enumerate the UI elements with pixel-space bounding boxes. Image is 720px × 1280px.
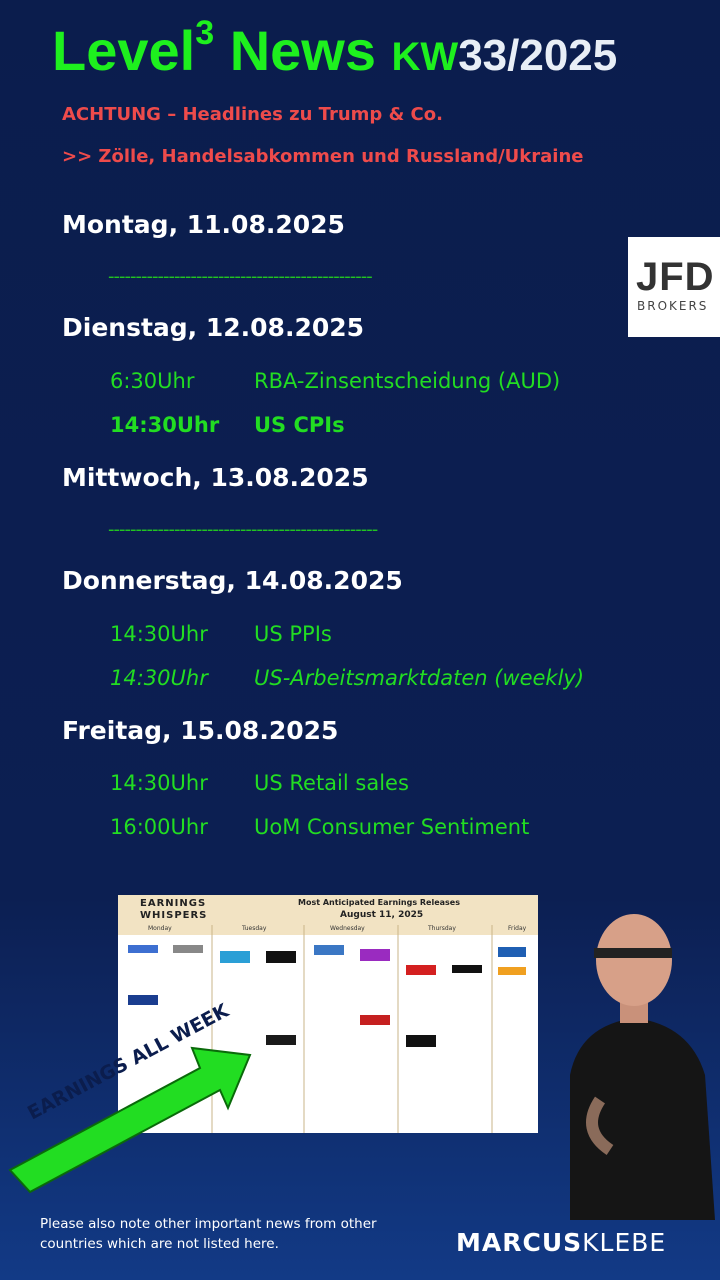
column-headers <box>118 925 538 935</box>
weekday: Wednesday <box>330 925 365 932</box>
logo-brand: JFD <box>636 255 715 299</box>
day-heading: Mittwoch, 13.08.2025 <box>62 463 369 492</box>
ew-title: Most Anticipated Earnings Releases <box>298 898 460 907</box>
calendar-grid <box>118 925 538 1133</box>
arrow <box>8 1046 252 1194</box>
alert: >> Zölle, Handelsabkommen und Russland/U… <box>62 146 584 167</box>
event: US CPIs <box>254 413 345 437</box>
company-logos <box>128 945 526 1047</box>
event-time: 14:30Uhr <box>110 622 208 646</box>
event: US-Arbeitsmarktdaten (weekly) <box>254 666 585 690</box>
event: RBA-Zinsentscheidung (AUD) <box>254 369 561 393</box>
ew-brand: WHISPERS <box>140 910 208 921</box>
title-news: News <box>229 19 376 82</box>
event-time: 14:30Uhr <box>110 666 208 690</box>
weekday: Friday <box>508 925 527 932</box>
day-heading: Dienstag, 12.08.2025 <box>62 313 365 342</box>
event: US Retail sales <box>254 771 409 795</box>
title: Level3 News KW33/2025 <box>52 14 617 83</box>
alert: ACHTUNG – Headlines zu Trump & Co. <box>62 104 443 125</box>
title-kw: KW <box>391 35 459 79</box>
title-sup: 3 <box>195 14 215 52</box>
brand: MARCUSKLEBE <box>456 1228 666 1257</box>
footer-note: Please also note other important news fr… <box>40 1216 377 1252</box>
title-main: Level <box>52 19 196 82</box>
logo-sub: BROKERS <box>637 299 709 313</box>
title-week: 33/2025 <box>458 31 618 80</box>
event-time: 6:30Uhr <box>110 369 195 393</box>
event-time: 16:00Uhr <box>110 815 208 839</box>
day-heading: Donnerstag, 14.08.2025 <box>62 566 403 595</box>
weekday: Monday <box>148 925 172 932</box>
day-heading: Freitag, 15.08.2025 <box>62 716 339 745</box>
weekday: Thursday <box>428 925 456 932</box>
separator: ----------------------------------------… <box>108 266 373 287</box>
weekday: Tuesday <box>242 925 267 932</box>
column-dividers <box>211 925 493 1133</box>
jfd-logo: JFD BROKERS <box>628 237 720 337</box>
brand-light: KLEBE <box>582 1228 667 1257</box>
ew-date: August 11, 2025 <box>340 910 424 920</box>
ew-brand: EARNINGS <box>140 898 207 909</box>
day-heading: Montag, 11.08.2025 <box>62 210 345 239</box>
presenter-photo <box>570 914 715 1220</box>
event-time: 14:30Uhr <box>110 413 220 437</box>
event: UoM Consumer Sentiment <box>254 815 530 839</box>
separator: ----------------------------------------… <box>108 519 378 540</box>
event: US PPIs <box>254 622 332 646</box>
brand-bold: MARCUS <box>456 1228 583 1257</box>
event-time: 14:30Uhr <box>110 771 208 795</box>
